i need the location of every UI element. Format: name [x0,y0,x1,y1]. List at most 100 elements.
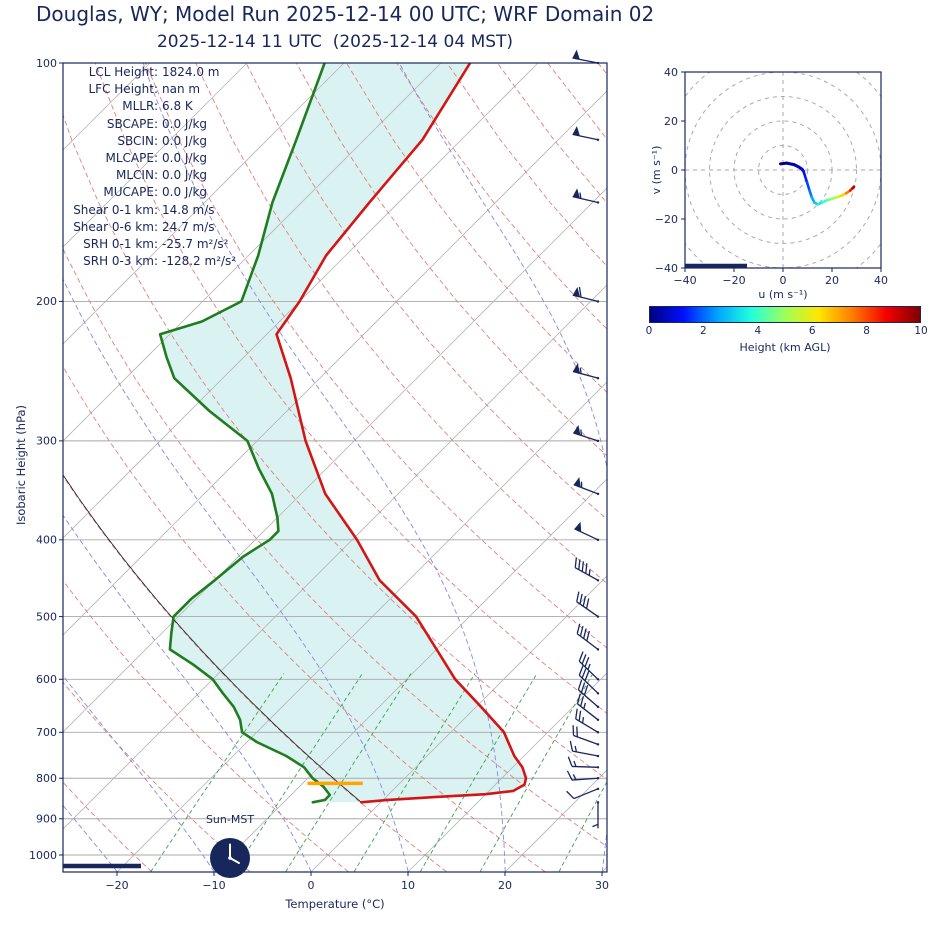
barb-full [576,726,578,737]
stat-row: SBCAPE: 0.0 J/kg [62,116,236,133]
stat-value: 0.0 J/kg [162,151,208,166]
dry-adiabat-line [446,63,607,267]
barb-staff [573,788,599,800]
skewt-plot-area [0,63,928,872]
wind-barb [573,477,600,496]
barb-staff [576,633,599,650]
barb-pennant [572,286,581,297]
pressure-tick-label: 800 [36,772,57,785]
page-title: Douglas, WY; Model Run 2025-12-14 00 UTC… [36,2,655,26]
barb-staff [573,734,599,745]
temperature-tick-label: 30 [595,879,609,892]
colorbar-ticks: 0 2 4 6 8 10 [646,325,928,339]
stat-value: 0.0 J/kg [162,185,208,200]
stat-row: SBCIN: 0.0 J/kg [62,133,236,150]
stat-value: 24.7 m/s [162,219,215,234]
mixing-ratio-line [558,780,607,872]
colorbar-tick-label: 4 [754,325,762,337]
stat-value: -25.7 m²/s² [162,237,229,252]
hodograph-u-tick-label: −20 [722,274,745,287]
dry-adiabat-line [396,63,607,330]
temperature-tick-label: 10 [401,879,415,892]
skewt-xaxis-title: Temperature (°C) [285,897,385,911]
isotherm-line [504,769,607,872]
moist-adiabat-line [699,63,823,872]
dry-adiabat-line [195,63,607,584]
barb-full [578,710,582,722]
dry-adiabat-line [63,365,546,872]
barb-pennant [573,425,581,436]
barb-full [586,630,590,642]
barb-staff [573,483,599,495]
clock-hour-hand [229,857,240,864]
isotherm-line [407,672,607,872]
barb-full [577,679,583,690]
isotherm-line [699,63,928,872]
barb-full [574,557,578,568]
barb-full [579,625,584,637]
hodograph-plot-area [685,72,881,268]
hodograph-trace-segment [848,186,854,192]
barb-station-dot [596,692,600,695]
hodograph-v-tick-label: 0 [671,164,678,177]
barb-full [578,665,584,676]
barb-station-dot [596,718,600,722]
stat-row: Shear 0-6 km: 24.7 m/s [62,219,236,236]
barb-staff [572,57,599,64]
dewpoint-profile-line [158,63,332,804]
stat-value: 0.0 J/kg [162,168,208,183]
hodograph-u-tick-label: 0 [780,274,787,287]
dry-adiabat-line [497,63,607,204]
barb-pennant [573,477,581,488]
pressure-tick-label: 300 [36,435,57,448]
hodograph-trace-segment [792,163,801,169]
isotherm-line [63,90,607,636]
barb-half [592,823,599,828]
barb-staff [573,432,599,442]
barb-staff [572,133,599,141]
sun-clock-icon [210,838,250,878]
barb-staff [572,750,599,757]
stat-label: LFC Height: [88,82,159,97]
barb-pennant [572,188,580,199]
barb-staff [572,370,599,379]
dry-adiabat-line [63,475,447,872]
hodograph-trace-segment [830,196,838,201]
barb-full [576,693,581,704]
mixing-ratio-line [233,673,363,872]
dry-adiabat-line [0,63,53,872]
stat-label: LCL Height: [88,65,158,79]
wind-barb [574,557,600,582]
temperature-tick-label: −10 [202,879,225,892]
colorbar-tick-label: 2 [700,325,707,337]
hodograph-trace-segment [808,189,813,199]
barb-half [572,774,577,781]
barb-full [580,682,586,693]
hodograph-u-tick-label: −40 [673,274,696,287]
barb-station-dot [596,801,600,804]
barb-full [581,654,587,665]
barb-pennant [574,521,582,533]
colorbar-tick-label: 10 [914,325,928,337]
hodograph-ring [685,72,881,268]
stat-row: SRH 0-3 km: -128.2 m²/s² [62,253,236,270]
isotherm-line [601,866,607,872]
barb-station-dot [596,61,600,65]
barb-full [579,593,583,605]
hodograph-ring [709,96,857,244]
dry-adiabat-line [597,63,607,75]
barb-station-dot [596,492,600,496]
stat-row: LCL Height: 1824.0 m [62,64,236,81]
barb-staff [572,294,599,303]
hodograph-trace-segment [844,189,852,195]
mixing-ratio-line [353,673,476,872]
temperature-tick-label: 0 [308,879,315,892]
stat-row: MLCAPE: 0.0 J/kg [62,150,236,167]
isotherm-line [63,63,539,539]
mixing-ratio-line [285,673,412,872]
barb-station-dot [596,138,600,141]
barb-full [584,670,590,682]
hodograph-v-tick-label: 20 [664,115,678,128]
